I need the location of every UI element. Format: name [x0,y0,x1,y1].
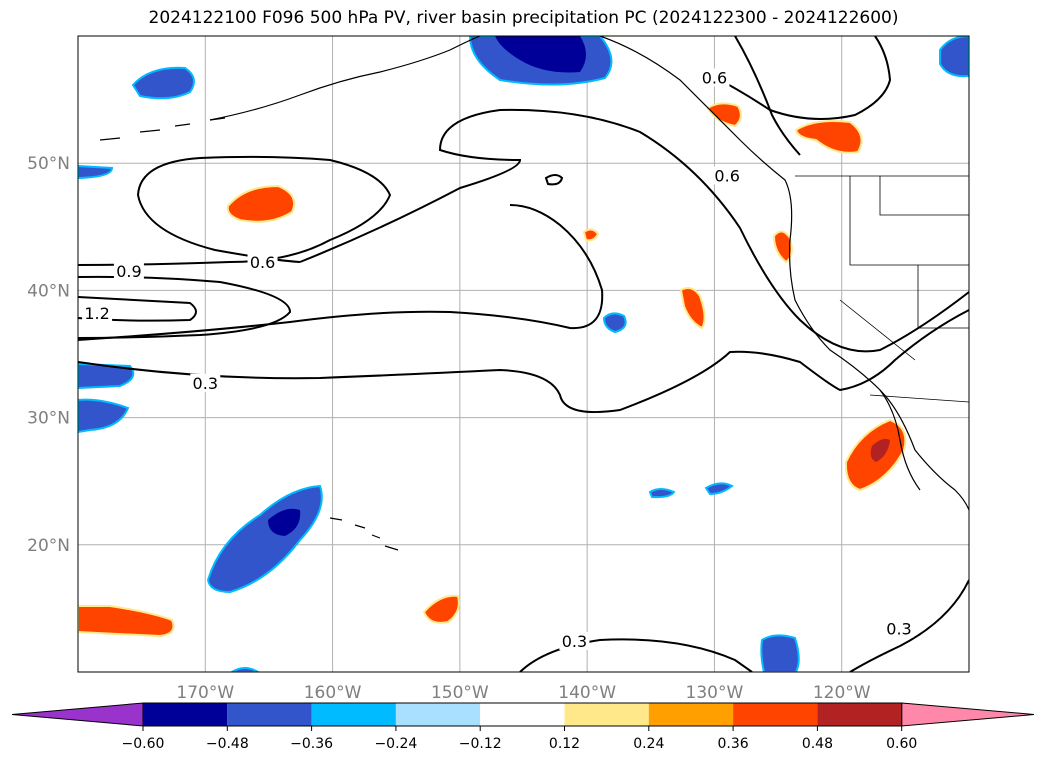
neg-core-alaska-gulf [495,36,586,73]
pv-contour-0.6-pacific-ridge [299,108,969,353]
latitude-labels: 50°N 40°N 30°N 20°N [27,154,70,556]
pv-contour-0.3-central [78,309,969,414]
contour-label: 0.6 [250,253,275,272]
neg-patch-nw [131,66,195,100]
political-borders [795,175,969,403]
pos-patch-38n-131w [679,287,706,330]
colorbar-tick-label: −0.24 [374,736,417,752]
colorbar-tick-label: −0.36 [290,736,333,752]
contour-label: 0.6 [714,166,739,185]
pv-contour-0.6-central [78,155,392,266]
border-us-mexico [869,394,969,403]
colorbar-tick-label: −0.60 [122,736,165,752]
lat-label: 50°N [27,154,70,174]
pos-patch-44n-139w [582,228,600,242]
neg-core-hawaii-nw [268,508,301,536]
colorbar-segment [648,703,734,726]
contour-label-bg [883,619,914,638]
coast-hawaii [329,517,399,551]
contour-label-bg [247,252,278,271]
contour-label-bg [190,373,221,392]
lat-label: 20°N [27,536,70,556]
pv-contours [78,36,969,672]
precip-anomaly-patches [78,36,969,672]
contour-label: 0.3 [886,619,911,638]
contour-label: 0.3 [193,374,218,393]
colorbar-tick-label: 0.24 [633,736,664,752]
colorbar-tick-label: 0.48 [802,736,833,752]
coast-bc-alaska [599,36,969,511]
map-title: 2024122100 F096 500 hPa PV, river basin … [148,8,899,28]
neg-patch-south-125w [760,634,800,672]
pv-contour-1.2 [78,296,197,322]
border-states-2 [879,176,969,216]
colorbar-segment [395,703,481,726]
longitude-labels: 170°W 160°W 150°W 140°W 130°W 120°W [176,683,870,703]
neg-patch-39n-137w [602,312,627,334]
contour-label: 0.9 [116,262,141,281]
lat-label: 40°N [27,281,70,301]
contour-label: 0.3 [562,632,587,651]
contour-label-bg [82,303,113,322]
neg-patch-24n-135w [648,488,676,499]
colorbar-segment [817,703,902,726]
pv-contour-0.6-return [78,204,604,341]
contour-label: 1.2 [84,304,109,323]
pos-patch-47n-165w [226,184,296,223]
map-frame [77,35,970,673]
neg-patch-west-31n [78,362,135,390]
border-ca-nv [839,299,916,361]
contour-label-bg [699,68,730,87]
pos-patch-43n-124w [772,230,793,264]
neg-patch-24n-130w [704,482,734,496]
colorbar: −0.60 −0.48 −0.36 −0.24 −0.12 0.12 0.24 0.36 0.4… [11,702,1035,752]
colorbar-segment [227,703,312,726]
colorbar-tick-label: −0.48 [206,736,249,752]
border-states-3 [917,265,969,329]
colorbar-extend-high [901,702,1035,727]
lon-label: 150°W [431,683,489,703]
coastlines [99,36,969,551]
pv-contour-0.9 [78,275,292,339]
neg-patch-west-29n [78,398,130,434]
lon-label: 120°W [813,683,871,703]
border-states-1 [849,176,969,266]
pv-contour-labels: 0.6 0.9 1.2 0.3 0.6 0.6 0.3 0.3 [82,68,914,651]
lon-label: 130°W [686,683,744,703]
contour-label: 0.6 [702,69,727,88]
colorbar-tick-label: 0.12 [549,736,580,752]
contour-label-bg [559,632,590,651]
pos-patch-15n-150w [422,594,460,624]
colorbar-tick-label: 0.36 [718,736,749,752]
colorbar-outline [142,702,903,727]
colorbar-segment [564,703,649,726]
colorbar-tick-label: −0.12 [459,736,502,752]
lon-label: 170°W [176,683,234,703]
colorbar-segment [311,703,396,726]
pos-core-26n-117w [870,438,890,462]
lon-label: 160°W [304,683,362,703]
colorbar-segment [143,703,228,726]
coast-baja [879,389,921,491]
colorbar-segment [480,703,565,726]
pos-patch-54n-130w [706,102,742,128]
colorbar-extend-low [11,702,144,727]
lon-label: 140°W [558,683,616,703]
contour-label-bg [712,166,743,185]
neg-patch-ne-corner [939,36,969,78]
pv-contour-0.6-north [704,36,892,120]
colorbar-segment [733,703,818,726]
pv-contour-closed-small [544,174,564,186]
contour-label-bg [113,261,144,280]
pv-contour-0.6-canada [734,36,801,156]
pos-patch-52n-120w [794,120,863,154]
pv-contour-0.3-south [519,638,753,672]
coast-aleutians [99,117,226,141]
coast-alaska-peninsula [209,36,481,121]
pos-patch-14n-west [78,605,175,638]
pv-contour-0.3-se [849,579,969,672]
lat-label: 30°N [27,409,70,429]
colorbar-tick-label: 0.60 [886,736,917,752]
